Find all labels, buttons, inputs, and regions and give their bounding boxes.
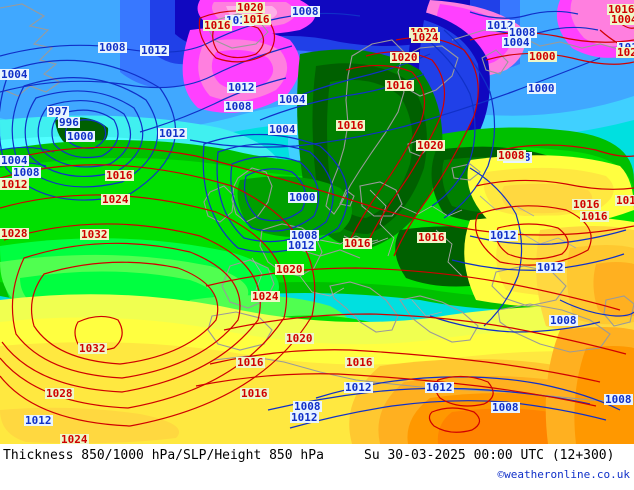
model-run-timestamp: Su 30-03-2025 00:00 UTC (12+300) (364, 448, 615, 463)
slp-contour-label: 1008 (98, 41, 127, 54)
map-footer: Thickness 850/1000 hPa/SLP/Height 850 hP… (0, 444, 634, 490)
slp-contour-label: 1008 (12, 166, 41, 179)
height850-contour-label: 1020 (416, 139, 445, 152)
height850-contour-label: 1016 (240, 387, 269, 400)
height850-contour-label: 1016 (203, 19, 232, 32)
slp-contour-label: 1008 (224, 100, 253, 113)
height850-contour-label: 1016 (417, 231, 446, 244)
height850-contour-label: 1016 (580, 210, 609, 223)
slp-contour-label: 1008 (508, 26, 537, 39)
weather-map-canvas[interactable]: 1008 1012 1004 997 996 1000 1012 1004 1008 1012 10… (0, 0, 634, 444)
height850-contour-label: 1020 (275, 263, 304, 276)
slp-contour-label: 1008 (604, 393, 633, 406)
height850-contour-label: 1016 (336, 119, 365, 132)
slp-contour-label: 996 (58, 116, 80, 129)
slp-contour-label: 1008 (549, 314, 578, 327)
height850-contour-label: 1020 (616, 47, 634, 58)
height850-contour-label: 1024 (101, 193, 130, 206)
height850-contour-label: 1000 (528, 50, 557, 63)
copyright-notice: ©weatheronline.co.uk (497, 468, 630, 481)
slp-contour-label: 1000 (66, 130, 95, 143)
height850-contour-label: 1028 (45, 387, 74, 400)
height850-contour-label: 1012 (0, 178, 29, 191)
height850-contour-label: 1020 (390, 51, 419, 64)
slp-contour-label: 1012 (486, 19, 515, 32)
slp-contour-label: 1004 (0, 154, 29, 167)
slp-contour-label: 1012 (158, 127, 187, 140)
map-svg (0, 0, 634, 444)
height850-contour-label: 1016 (236, 356, 265, 369)
height850-contour-label: 1008 (497, 149, 526, 162)
height850-contour-label: 1016 (615, 195, 634, 206)
slp-contour-label: 1008 (293, 400, 322, 413)
slp-contour-label: 1012 (140, 44, 169, 57)
chart-title: Thickness 850/1000 hPa/SLP/Height 850 hP… (3, 448, 324, 463)
height850-contour-label: 1024 (251, 290, 280, 303)
slp-contour-label: 1012 (290, 411, 319, 424)
slp-contour-label: 1012 (24, 414, 53, 427)
slp-contour-label: 1012 (287, 239, 316, 252)
height850-contour-label: 1016 (345, 356, 374, 369)
height850-contour-label: 1016 (607, 3, 634, 16)
slp-contour-label: 1004 (278, 93, 307, 106)
slp-contour-label: 1004 (0, 68, 29, 81)
height850-contour-label: 1016 (385, 79, 414, 92)
height850-contour-label: 1032 (80, 228, 109, 241)
height850-contour-label: 1016 (105, 169, 134, 182)
slp-contour-label: 1012 (227, 81, 256, 94)
height850-contour-label: 1024 (411, 31, 440, 44)
height850-contour-label: 1016 (343, 237, 372, 250)
slp-contour-label: 1012 (425, 381, 454, 394)
height850-contour-label: 1024 (60, 433, 89, 444)
height850-contour-label: 1016 (572, 198, 601, 211)
height850-contour-label: 1016 (242, 13, 271, 26)
slp-contour-label: 1008 (291, 5, 320, 18)
slp-contour-label: 1012 (344, 381, 373, 394)
height850-contour-label: 1028 (0, 227, 29, 240)
height850-contour-label: 1020 (236, 1, 265, 14)
slp-contour-label: 1004 (502, 36, 531, 49)
slp-contour-label: 1012 (536, 261, 565, 274)
slp-contour-label: 1008 (290, 229, 319, 242)
slp-contour-label: 1004 (268, 123, 297, 136)
slp-contour-label: 1000 (527, 82, 556, 95)
slp-contour-label: 1012 (489, 229, 518, 242)
height850-contour-label: 1020 (285, 332, 314, 345)
slp-contour-label: 1000 (288, 191, 317, 204)
slp-contour-label: 1008 (491, 401, 520, 414)
height850-contour-label: 1004 (610, 14, 634, 25)
slp-contour-label: 1012 (225, 14, 254, 27)
slp-contour-label: 997 (47, 105, 69, 118)
height850-contour-label: 1032 (78, 342, 107, 355)
